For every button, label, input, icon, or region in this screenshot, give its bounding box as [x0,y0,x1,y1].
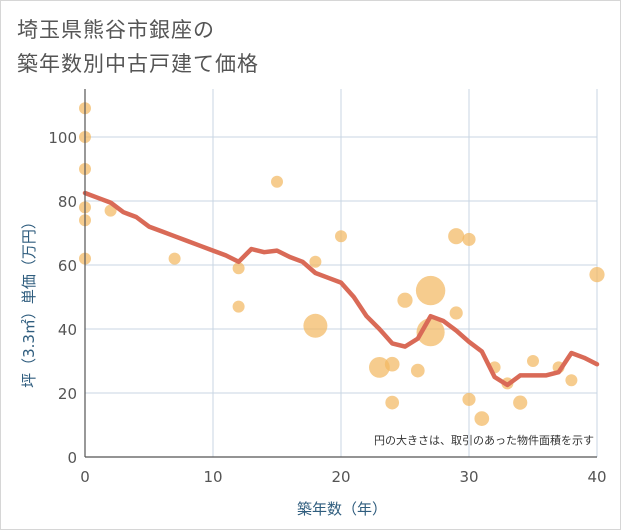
y-tick-label: 20 [58,385,77,403]
x-tick-label: 10 [203,468,222,486]
data-bubble [232,300,245,313]
y-tick-label: 60 [58,257,77,275]
data-bubble [565,374,578,387]
size-legend-note: 円の大きさは、取引のあった物件面積を示す [374,433,594,447]
data-bubble [369,357,390,378]
data-bubble [309,255,322,268]
y-tick-label: 0 [67,449,77,467]
x-tick-label: 30 [459,468,478,486]
data-bubble [415,275,446,306]
data-bubble [385,395,400,410]
chart-title: 埼玉県熊谷市銀座の 築年数別中古戸建て価格 [17,13,259,81]
x-tick-label: 20 [331,468,350,486]
data-bubble [474,411,490,426]
y-axis-label: 坪（3.3㎡）単価（万円） [20,214,38,388]
data-bubble [527,355,539,367]
data-bubble [335,230,347,243]
data-bubble [410,363,425,378]
data-bubble [449,306,463,320]
data-bubble [462,392,476,406]
data-bubble [462,232,476,246]
x-tick-label: 0 [80,468,90,486]
x-axis-label: 築年数（年） [297,500,387,518]
data-bubble [271,175,283,188]
y-tick-label: 80 [58,193,77,211]
data-bubble [589,267,605,283]
tick-labels: 0 20 40 60 80 100 0 10 20 30 40 [48,129,606,486]
axes [84,89,597,458]
y-tick-label: 40 [58,321,77,339]
trend-layer [82,190,600,388]
data-bubble [168,252,181,265]
data-bubble [384,356,400,372]
chart-title-line-2: 築年数別中古戸建て価格 [17,52,259,76]
y-tick-label: 100 [48,129,77,147]
data-bubble [397,292,413,308]
data-bubble [232,262,245,275]
chart-title-line-1: 埼玉県熊谷市銀座の [17,18,215,42]
data-bubble [303,313,328,338]
data-bubble [513,395,528,410]
data-bubble [448,228,465,245]
trend-line [82,190,600,388]
x-tick-label: 40 [587,468,606,486]
